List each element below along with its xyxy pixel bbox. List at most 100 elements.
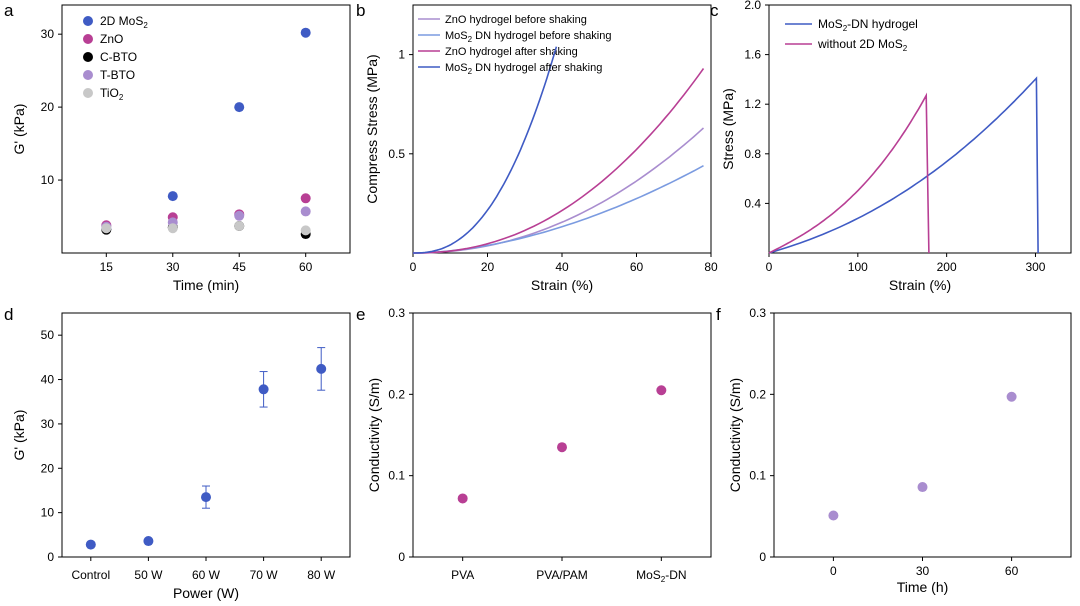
panel-d-point <box>258 384 269 395</box>
panel-d-point <box>85 539 96 550</box>
panel-b-x-tick-label: 40 <box>555 260 569 274</box>
panel-c-y-tick-label: 1.2 <box>744 97 761 111</box>
panel-f-point <box>917 482 928 493</box>
panel-a-y-axis-label: G' (kPa) <box>11 104 27 155</box>
panel-c-x-tick-label: 100 <box>848 260 868 274</box>
panel-d-y-tick-label: 0 <box>47 550 54 564</box>
panel-a-point-t-bto <box>234 210 245 221</box>
panel-a-legend-marker <box>83 34 93 44</box>
panel-b-x-tick-label: 60 <box>630 260 644 274</box>
panel-b-series-line <box>413 46 558 254</box>
panel-a-point-2d-mos <box>300 27 311 38</box>
panel-c-y-tick-label: 1.6 <box>744 48 761 62</box>
panel-letter-b: b <box>356 1 365 20</box>
panel-d-y-tick-label: 50 <box>41 328 55 342</box>
panel-d-y-tick-label: 40 <box>41 373 55 387</box>
panel-b-legend-label: ZnO hydrogel before shaking <box>445 14 587 26</box>
panel-b-series-line <box>413 127 705 254</box>
panel-b-x-tick-label: 20 <box>481 260 495 274</box>
panel-f-plot-frame <box>773 312 1072 558</box>
panel-e-chart: PVA PVA/PAM MoS2-DN 0 0.1 0.2 0.3 Conductivity … <box>366 306 712 584</box>
panel-letter-f: f <box>716 305 721 324</box>
panel-a-plot-frame <box>61 4 351 254</box>
panel-c-x-tick-label: 0 <box>766 260 773 274</box>
panel-c-chart: 0 100 200 300 0.4 0.8 1.2 1.6 2.0 Strain (%) Stres… <box>720 0 1072 293</box>
panel-f-chart: 0 30 60 0 0.1 0.2 0.3 Time (h) Conductivity (S/m… <box>727 306 1072 595</box>
panel-a-legend-label: ZnO <box>100 32 123 46</box>
panel-a-point-2d-mos <box>167 191 178 202</box>
panel-b-chart: 0 20 40 60 80 0.5 1 Strain (%) Compress Stress (… <box>364 4 718 293</box>
panel-a-point-t-bto <box>300 206 311 217</box>
panel-f-x-tick-label: 30 <box>916 564 930 578</box>
panel-f-y-tick-label: 0.2 <box>749 387 766 401</box>
panel-a-point-tio <box>300 225 311 236</box>
panel-letter-a: a <box>4 1 14 20</box>
panel-a-x-tick-label: 15 <box>100 260 114 274</box>
panel-c-legend-label: without 2D MoS2 <box>817 37 908 53</box>
panel-c-x-tick-label: 200 <box>937 260 957 274</box>
panel-b-series-line <box>412 164 704 254</box>
panel-a-legend-marker <box>83 16 93 26</box>
panel-letter-d: d <box>4 305 13 324</box>
panel-d-category-label: 50 W <box>134 568 163 582</box>
panel-d-category-label: 80 W <box>307 568 336 582</box>
panel-a-legend-label: TiO2 <box>100 86 124 102</box>
panel-d-point <box>143 536 154 547</box>
panel-d-chart: Control 50 W 60 W 70 W 80 W 0 10 20 30 40 50 Power … <box>11 312 351 601</box>
panel-b-legend-label: MoS2 DN hydrogel after shaking <box>445 62 602 76</box>
panel-f-y-tick-label: 0 <box>759 550 766 564</box>
panel-c-y-axis-label: Stress (MPa) <box>720 88 736 170</box>
panel-letter-e: e <box>356 305 365 324</box>
panel-c-legend-label: MoS2-DN hydrogel <box>818 17 918 33</box>
panel-c-x-tick-label: 300 <box>1025 260 1045 274</box>
panel-a-point-tio <box>101 223 112 234</box>
panel-e-y-tick-label: 0.1 <box>388 469 405 483</box>
panel-a-legend-label: T-BTO <box>100 68 135 82</box>
panel-b-legend-label: ZnO hydrogel after shaking <box>445 46 578 58</box>
panel-e-point <box>557 442 567 453</box>
panel-c-series-line <box>768 92 930 254</box>
panel-e-y-tick-label: 0 <box>398 550 405 564</box>
panel-d-y-tick-label: 20 <box>41 461 55 475</box>
panel-b-series-line <box>413 68 705 254</box>
panel-e-point <box>457 493 468 504</box>
panel-a-x-tick-label: 45 <box>233 260 247 274</box>
panel-a-y-tick-label: 30 <box>41 27 55 41</box>
panel-f-point <box>1006 391 1017 402</box>
panel-b-x-tick-label: 0 <box>410 260 417 274</box>
panel-e-category-label: MoS2-DN <box>636 568 686 584</box>
panel-f-point <box>828 510 839 521</box>
panel-a-legend-label: C-BTO <box>100 50 137 64</box>
panel-a-x-axis-label: Time (min) <box>173 277 239 293</box>
panel-a-legend-label: 2D MoS2 <box>100 14 148 30</box>
panel-d-category-label: 60 W <box>192 568 221 582</box>
panel-a-y-tick-label: 20 <box>41 100 55 114</box>
panel-b-legend-label: MoS2 DN hydrogel before shaking <box>445 30 612 44</box>
panel-d-category-label: 70 W <box>250 568 279 582</box>
panel-a-x-tick-label: 30 <box>166 260 180 274</box>
panel-f-y-tick-label: 0.3 <box>749 306 766 320</box>
panel-d-y-tick-label: 10 <box>41 506 55 520</box>
panel-e-y-axis-label: Conductivity (S/m) <box>366 378 382 492</box>
panel-c-y-tick-label: 0.8 <box>744 147 761 161</box>
panel-d-plot-frame <box>61 312 351 558</box>
panel-f-x-tick-label: 60 <box>1005 564 1019 578</box>
panel-c-series-line <box>768 76 1039 254</box>
panel-letter-c: c <box>710 1 719 20</box>
panel-a-legend-marker <box>83 52 93 62</box>
panel-f-x-axis-label: Time (h) <box>897 579 949 595</box>
panel-d-point <box>201 492 211 503</box>
panel-f-y-tick-label: 0.1 <box>749 469 766 483</box>
panel-a-point-tio <box>167 223 178 234</box>
panel-b-y-tick-label: 0.5 <box>388 147 405 161</box>
panel-a-legend-marker <box>83 70 93 80</box>
panel-e-plot-frame <box>412 312 712 558</box>
panel-a-legend-marker <box>83 88 93 98</box>
panel-b-y-tick-label: 1 <box>398 48 405 62</box>
panel-f-y-axis-label: Conductivity (S/m) <box>727 378 743 492</box>
panel-a-chart: 15 30 45 60 10 20 30 Time (min) G' (kPa) 2D MoS2 Z… <box>11 4 351 293</box>
panel-d-category-label: Control <box>71 568 110 582</box>
panel-c-y-tick-label: 2.0 <box>744 0 761 12</box>
panel-e-y-tick-label: 0.3 <box>388 306 405 320</box>
